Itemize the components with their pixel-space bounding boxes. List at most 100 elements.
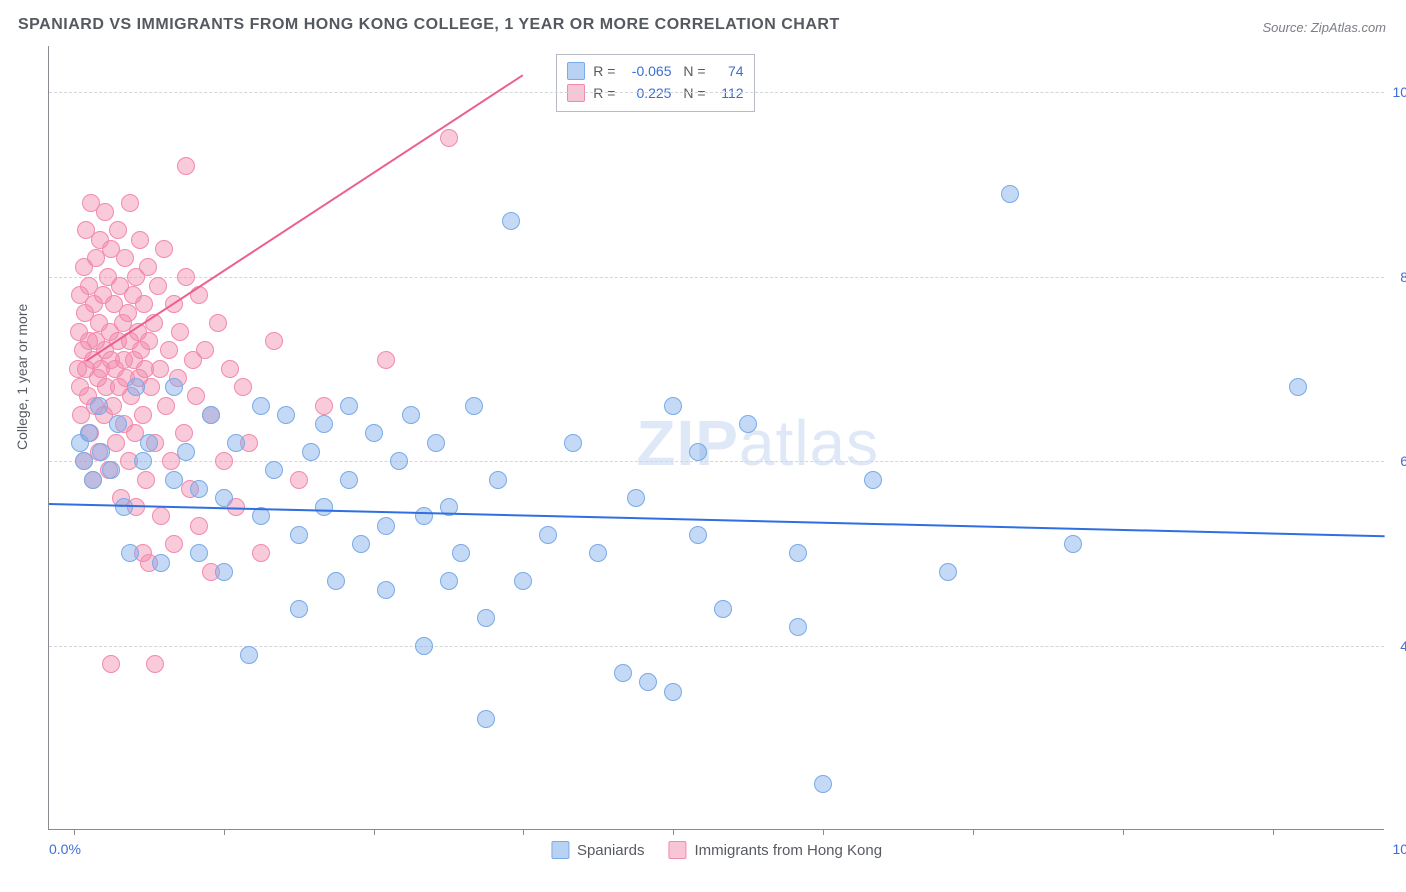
series1-point — [589, 544, 607, 562]
series2-point — [177, 268, 195, 286]
stat-r1: -0.065 — [623, 60, 671, 82]
series2-point — [96, 203, 114, 221]
legend-item: Immigrants from Hong Kong — [668, 841, 882, 859]
stats-box: R = -0.065 N = 74 R = 0.225 N = 112 — [556, 54, 754, 112]
series2-point — [157, 397, 175, 415]
series1-point — [302, 443, 320, 461]
series1-point — [1289, 378, 1307, 396]
series2-point — [177, 157, 195, 175]
series2-point — [234, 378, 252, 396]
series1-point — [102, 461, 120, 479]
series1-point — [789, 544, 807, 562]
series2-point — [209, 314, 227, 332]
series1-point — [177, 443, 195, 461]
legend-label-2: Immigrants from Hong Kong — [694, 842, 882, 859]
y-tick-label: 100.0% — [1393, 84, 1406, 100]
series1-point — [714, 600, 732, 618]
series2-point — [121, 194, 139, 212]
series1-point — [402, 406, 420, 424]
series1-point — [427, 434, 445, 452]
series1-point — [502, 212, 520, 230]
legend-label-1: Spaniards — [577, 842, 645, 859]
series2-point — [160, 341, 178, 359]
series1-point — [1064, 535, 1082, 553]
series2-point — [165, 535, 183, 553]
series1-point — [465, 397, 483, 415]
series1-point — [514, 572, 532, 590]
gridline — [49, 277, 1384, 278]
series1-point — [689, 443, 707, 461]
series2-point — [149, 277, 167, 295]
series1-point — [140, 434, 158, 452]
x-tick-mark — [1273, 829, 1274, 835]
series2-point — [190, 517, 208, 535]
trend-line-series1 — [49, 503, 1385, 537]
series2-point — [152, 507, 170, 525]
watermark-bold: ZIP — [636, 407, 739, 479]
series1-point — [864, 471, 882, 489]
series1-point — [327, 572, 345, 590]
gridline — [49, 92, 1384, 93]
series2-point — [265, 332, 283, 350]
series1-point — [664, 683, 682, 701]
series1-point — [489, 471, 507, 489]
series2-point — [151, 360, 169, 378]
watermark: ZIPatlas — [636, 406, 879, 480]
series1-point — [1001, 185, 1019, 203]
x-tick-mark — [74, 829, 75, 835]
series1-point — [390, 452, 408, 470]
series1-point — [477, 710, 495, 728]
series1-point — [789, 618, 807, 636]
series2-point — [155, 240, 173, 258]
stat-n1: 74 — [714, 60, 744, 82]
series1-point — [377, 517, 395, 535]
series1-point — [227, 434, 245, 452]
source-label: Source: ZipAtlas.com — [1262, 20, 1386, 35]
series2-point — [175, 424, 193, 442]
series1-point — [190, 480, 208, 498]
series2-point — [377, 351, 395, 369]
series1-point — [215, 563, 233, 581]
series1-point — [215, 489, 233, 507]
plot-area: ZIPatlas R = -0.065 N = 74 R = 0.225 N =… — [48, 46, 1384, 830]
stat-label: R = — [593, 60, 615, 82]
series2-point — [119, 304, 137, 322]
series2-point — [215, 452, 233, 470]
chart-container: SPANIARD VS IMMIGRANTS FROM HONG KONG CO… — [0, 0, 1406, 892]
series2-point — [146, 655, 164, 673]
series1-point — [290, 600, 308, 618]
y-tick-label: 60.0% — [1400, 453, 1406, 469]
series1-point — [152, 554, 170, 572]
series2-point — [134, 406, 152, 424]
x-tick-mark — [673, 829, 674, 835]
x-tick-mark — [224, 829, 225, 835]
series1-point — [190, 544, 208, 562]
series2-point — [102, 655, 120, 673]
series2-point — [140, 332, 158, 350]
gridline — [49, 461, 1384, 462]
legend: Spaniards Immigrants from Hong Kong — [551, 841, 882, 859]
series1-point — [564, 434, 582, 452]
x-tick-mark — [823, 829, 824, 835]
series1-point — [290, 526, 308, 544]
series1-point — [92, 443, 110, 461]
x-tick-mark — [523, 829, 524, 835]
series1-point — [115, 498, 133, 516]
series1-point — [477, 609, 495, 627]
series2-point — [290, 471, 308, 489]
series1-point — [614, 664, 632, 682]
series1-swatch-icon — [567, 62, 585, 80]
series2-swatch-icon — [668, 841, 686, 859]
series1-point — [121, 544, 139, 562]
series1-point — [80, 424, 98, 442]
series2-point — [196, 341, 214, 359]
series1-point — [539, 526, 557, 544]
series1-point — [340, 471, 358, 489]
series1-point — [90, 397, 108, 415]
series1-point — [165, 378, 183, 396]
stat-label: N = — [679, 60, 705, 82]
series1-point — [127, 378, 145, 396]
series1-point — [440, 572, 458, 590]
legend-item: Spaniards — [551, 841, 645, 859]
series1-point — [75, 452, 93, 470]
